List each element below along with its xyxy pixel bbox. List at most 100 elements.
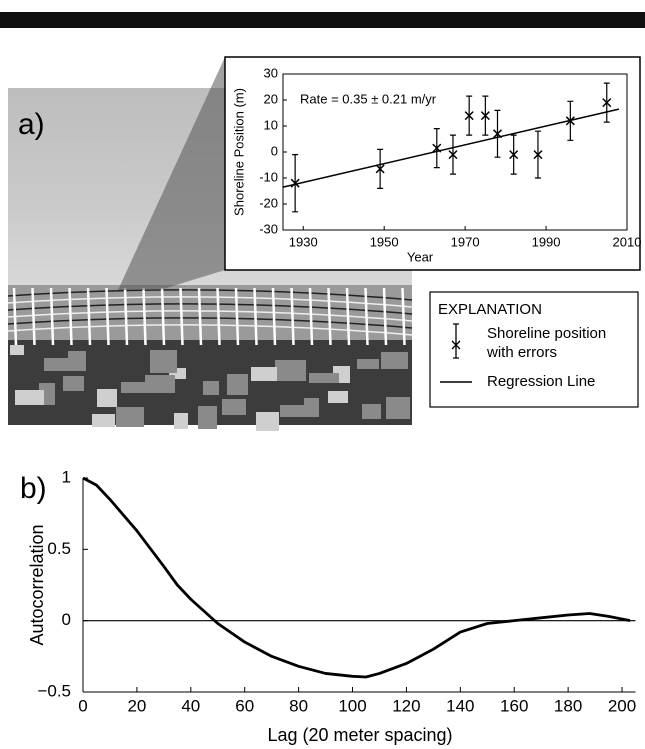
building bbox=[198, 406, 217, 429]
data-point bbox=[492, 129, 503, 139]
data-point bbox=[448, 150, 458, 160]
building bbox=[381, 352, 408, 369]
building bbox=[63, 376, 84, 391]
y-axis-label: Autocorrelation bbox=[27, 524, 47, 645]
transect bbox=[31, 287, 36, 346]
transect bbox=[345, 287, 351, 346]
transect bbox=[197, 287, 203, 346]
transect bbox=[68, 287, 73, 346]
y-tick-label: 0.5 bbox=[47, 539, 71, 558]
y-tick-label: 1 bbox=[62, 467, 71, 486]
transect bbox=[327, 287, 332, 346]
transect bbox=[179, 287, 184, 346]
legend-label: Shoreline position bbox=[487, 325, 606, 342]
panel-label: a) bbox=[18, 108, 45, 141]
building bbox=[10, 345, 24, 355]
transect bbox=[142, 287, 147, 346]
building bbox=[222, 399, 246, 415]
building bbox=[174, 413, 188, 429]
building bbox=[309, 373, 339, 383]
transect bbox=[234, 287, 240, 346]
building bbox=[256, 412, 279, 431]
inset-box bbox=[224, 56, 641, 271]
x-tick-label: 100 bbox=[338, 696, 366, 715]
autocorrelation-line bbox=[82, 476, 631, 679]
shore-line bbox=[7, 303, 413, 315]
building bbox=[150, 350, 177, 373]
chart-panel: a) -30 -20 -10 0 10 20 30 1930 1950 1970 1990 2010 Ye… bbox=[18, 65, 641, 390]
transect bbox=[401, 287, 406, 346]
y-tick-label: −0.5 bbox=[37, 681, 71, 700]
building bbox=[145, 375, 175, 393]
building bbox=[203, 381, 219, 395]
y-tick-label: -10 bbox=[259, 169, 278, 184]
x-tick-label: 80 bbox=[289, 696, 308, 715]
data-point bbox=[480, 111, 490, 121]
transect bbox=[271, 287, 277, 346]
transect bbox=[364, 287, 369, 346]
y-tick-label: 0 bbox=[62, 610, 71, 629]
y-tick-label: 0 bbox=[271, 143, 278, 158]
transect bbox=[216, 287, 221, 346]
x-tick-label: 40 bbox=[181, 696, 200, 715]
y-tick-label: 30 bbox=[264, 65, 278, 80]
building bbox=[169, 368, 186, 379]
building bbox=[121, 382, 146, 393]
data-point bbox=[464, 111, 474, 121]
building bbox=[92, 414, 115, 427]
transect bbox=[382, 287, 388, 346]
building bbox=[15, 390, 44, 405]
y-tick-label: 10 bbox=[264, 117, 278, 132]
transect bbox=[105, 287, 110, 346]
building bbox=[116, 407, 144, 427]
x-tick-label: 20 bbox=[127, 696, 146, 715]
data-point bbox=[509, 150, 519, 160]
x-tick-label: 60 bbox=[235, 696, 254, 715]
transect bbox=[290, 287, 295, 346]
building bbox=[251, 367, 277, 381]
y-axis-label: Shoreline Position (m) bbox=[231, 88, 246, 216]
shore-line bbox=[7, 296, 413, 308]
x-tick-label: 180 bbox=[554, 696, 582, 715]
x-tick-label: 120 bbox=[392, 696, 420, 715]
x-axis-label: Lag (20 meter spacing) bbox=[267, 725, 452, 745]
data-point bbox=[602, 98, 612, 108]
x-tick-label: 1930 bbox=[289, 234, 318, 249]
transect bbox=[253, 287, 258, 346]
y-tick-label: -30 bbox=[259, 221, 278, 236]
shore-line bbox=[7, 317, 413, 329]
legend-box bbox=[429, 291, 639, 408]
legend-errorbar-symbol bbox=[451, 323, 461, 359]
building bbox=[362, 404, 381, 419]
building bbox=[328, 391, 348, 403]
shore-line bbox=[7, 324, 413, 336]
data-point bbox=[432, 143, 442, 153]
zoom-wedge bbox=[118, 57, 225, 290]
top-bar bbox=[0, 12, 645, 28]
transect bbox=[86, 287, 92, 346]
shore-line bbox=[7, 310, 413, 322]
x-axis-label: Year bbox=[407, 249, 434, 264]
building bbox=[227, 374, 248, 395]
building bbox=[357, 359, 379, 369]
building bbox=[97, 389, 117, 407]
photo-detail bbox=[7, 287, 413, 431]
building bbox=[44, 358, 75, 371]
x-tick-label: 160 bbox=[500, 696, 528, 715]
data-point bbox=[290, 178, 300, 188]
legend-label: with errors bbox=[486, 344, 557, 361]
y-tick-label: -20 bbox=[259, 195, 278, 210]
x-tick-label: 140 bbox=[446, 696, 474, 715]
x-tick-label: 2010 bbox=[613, 234, 642, 249]
chart-panel: b) −0.5 0 0.5 1 0 20 40 60 80 100 120 140 160 180 200 La… bbox=[20, 467, 636, 744]
data-point bbox=[375, 164, 385, 174]
building bbox=[280, 405, 308, 417]
data-point bbox=[533, 150, 543, 160]
shore-line bbox=[7, 289, 413, 301]
panel-label: b) bbox=[20, 472, 47, 505]
x-tick-label: 1970 bbox=[451, 234, 480, 249]
x-tick-label: 0 bbox=[78, 696, 87, 715]
transect bbox=[49, 287, 55, 346]
building bbox=[386, 397, 410, 419]
